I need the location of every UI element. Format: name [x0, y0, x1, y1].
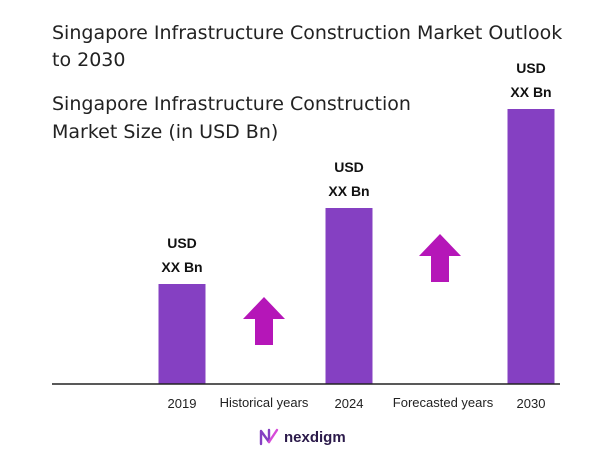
brand-name: nexdigm	[284, 428, 346, 446]
bar-2024	[325, 208, 373, 384]
brand-logo: nexdigm	[258, 426, 346, 448]
nexdigm-logo-icon	[259, 428, 279, 446]
period-label-historical: Historical years	[220, 395, 309, 410]
chart-title: Singapore Infrastructure Construction Ma…	[52, 22, 563, 71]
bar-2030	[507, 109, 555, 384]
x-tick-label-2024: 2024	[335, 396, 364, 411]
bar-label-2019-0: USD	[167, 235, 197, 251]
growth-arrow-up-icon-historical	[243, 297, 285, 345]
bar-label-2024-0: USD	[334, 159, 364, 175]
bar-label-2030-0: USD	[516, 60, 546, 76]
growth-arrow-up-icon-forecast	[419, 234, 461, 282]
period-label-forecast: Forecasted years	[393, 395, 494, 410]
x-tick-label-2019: 2019	[168, 396, 197, 411]
bar-label-2019-1: XX Bn	[161, 259, 202, 275]
x-tick-label-2030: 2030	[517, 396, 546, 411]
chart-subtitle: Singapore Infrastructure Construction Ma…	[52, 93, 411, 143]
bar-label-2030-1: XX Bn	[510, 84, 551, 100]
bar-2019	[158, 284, 206, 384]
bar-label-2024-1: XX Bn	[328, 183, 369, 199]
